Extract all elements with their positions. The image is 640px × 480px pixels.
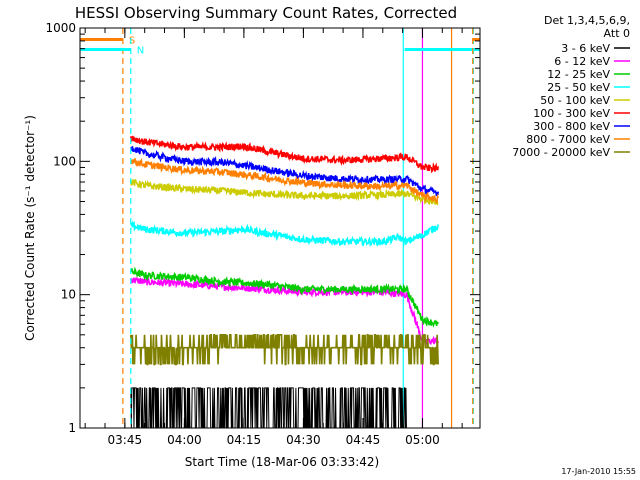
x-axis-label: Start Time (18-Mar-06 03:33:42) xyxy=(185,455,379,469)
series-line-2 xyxy=(130,266,439,328)
series-line-4 xyxy=(129,178,439,206)
series-line-5 xyxy=(129,135,439,174)
y-tick-label-3: 1000 xyxy=(45,21,76,35)
y-tick-label-2: 100 xyxy=(53,154,76,168)
x-tick-label-5: 05:00 xyxy=(405,433,440,447)
legend-entry-label-2: 12 - 25 keV xyxy=(547,68,610,81)
legend-entry-label-8: 7000 - 20000 keV xyxy=(512,146,610,159)
marker-label-0: S xyxy=(129,35,135,46)
x-tick-label-2: 04:15 xyxy=(227,433,262,447)
y-tick-label-1: 10 xyxy=(61,288,76,302)
series-line-3 xyxy=(130,220,439,247)
x-tick-label-4: 04:45 xyxy=(346,433,381,447)
series-line-8 xyxy=(129,333,440,366)
footer-date: 17-Jan-2010 15:55 xyxy=(561,467,636,476)
plot-frame xyxy=(79,27,481,429)
x-tick-label-0: 03:45 xyxy=(108,433,143,447)
legend-entry-label-1: 6 - 12 keV xyxy=(554,55,610,68)
marker-layer: SN xyxy=(80,28,480,428)
series-line-7 xyxy=(130,158,439,205)
legend-entry-label-5: 100 - 300 keV xyxy=(533,107,610,120)
series-line-6 xyxy=(130,146,439,197)
marker-lines xyxy=(402,28,453,428)
marker-label-1: N xyxy=(137,45,144,56)
series-line-0 xyxy=(130,387,407,429)
legend-entry-label-0: 3 - 6 keV xyxy=(561,42,610,55)
legend-entry-label-7: 800 - 7000 keV xyxy=(526,133,610,146)
y-tick-label-0: 1 xyxy=(68,421,76,435)
x-tick-label-1: 04:00 xyxy=(167,433,202,447)
legend-entry-label-3: 25 - 50 keV xyxy=(547,81,610,94)
chart-title: HESSI Observing Summary Count Rates, Cor… xyxy=(75,4,457,22)
series-layer xyxy=(129,135,440,429)
legend-header-2: Att 0 xyxy=(604,27,630,40)
legend-entry-label-4: 50 - 100 keV xyxy=(540,94,610,107)
x-tick-label-3: 04:30 xyxy=(286,433,321,447)
y-axis-label: Corrected Count Rate (s⁻¹ detector⁻¹) xyxy=(23,115,37,341)
legend-header-1: Det 1,3,4,5,6,9, xyxy=(544,14,630,27)
legend-entry-label-6: 300 - 800 keV xyxy=(533,120,610,133)
series-line-1 xyxy=(130,276,439,345)
axis-layer: 1 10 100 1000 03:45 04:00 04:15 04:30 04:45 05:00 xyxy=(45,21,480,447)
